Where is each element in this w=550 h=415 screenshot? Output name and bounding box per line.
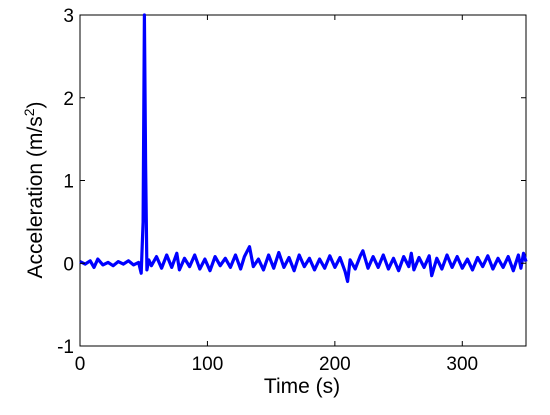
x-axis-label: Time (s) — [264, 375, 340, 398]
y-tick-label: 0 — [63, 254, 74, 275]
y-tick-label: 3 — [63, 6, 74, 27]
series-line-0 — [79, 13, 528, 284]
x-tick-label: 200 — [319, 354, 351, 375]
y-axis-label: Acceleration (m/s2) — [21, 101, 47, 278]
y-axis-label-main: Acceleration (m/s — [24, 116, 47, 278]
y-axis-label-close: ) — [24, 101, 47, 108]
y-tick-label: 1 — [63, 172, 74, 193]
x-tick-label: 0 — [75, 354, 86, 375]
y-tick-label: -1 — [57, 337, 74, 358]
x-tick-label: 100 — [192, 354, 224, 375]
y-axis-label-superscript: 2 — [21, 108, 37, 116]
y-tick-label: 2 — [63, 89, 74, 110]
x-tick-label: 300 — [446, 354, 478, 375]
